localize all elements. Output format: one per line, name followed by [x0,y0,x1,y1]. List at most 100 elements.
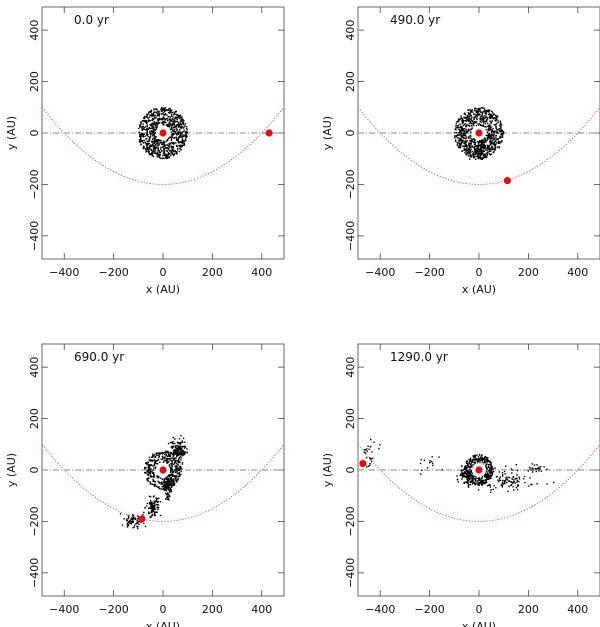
particle [455,125,457,127]
particle [458,143,461,146]
particle [512,478,514,480]
particle [154,151,156,153]
particle [157,149,159,151]
particle [516,485,519,487]
particle [176,444,179,447]
particle [160,148,162,150]
particle [176,468,178,470]
particle [148,477,150,480]
particle [172,130,174,133]
particle [154,141,156,144]
x-tick-label: 200 [518,603,539,616]
particle [145,148,147,151]
particle [136,522,139,524]
particle [477,111,479,114]
particle [496,116,498,118]
particle [466,479,468,481]
particle [164,146,167,149]
particle [152,152,154,154]
particle [153,135,156,137]
particle [147,112,150,114]
particle [142,147,144,149]
particle [481,483,483,485]
particle [166,461,169,463]
particle [465,145,468,147]
particle [429,460,431,462]
particle [482,154,485,157]
particle [466,152,468,155]
time-label: 0.0 yr [74,13,109,27]
particle [478,482,481,485]
particle [467,128,470,130]
particle [171,129,174,131]
particle [171,441,173,444]
particle [180,468,183,470]
particle [501,130,503,133]
particle [156,140,159,142]
particle [465,465,467,467]
particle [173,126,176,128]
particle [478,108,480,110]
particle [465,141,467,143]
particle [156,500,158,503]
particle [464,476,466,478]
particle [161,109,164,111]
particle [470,470,472,472]
particle [150,148,153,151]
particle [174,470,177,472]
perturber-star [265,129,273,137]
particle [139,138,141,141]
particle [471,145,473,147]
particle [153,127,155,129]
particle [155,124,157,126]
particle [470,140,472,142]
particle [133,526,135,528]
particle [177,464,179,466]
particle [481,476,483,478]
particle [473,121,475,124]
particle [152,510,154,512]
particle [153,149,155,151]
particle [152,150,155,152]
particle [175,477,177,479]
particle [149,481,151,483]
y-tick-label: −200 [28,169,41,199]
particle [173,121,175,123]
particle [473,146,476,148]
particle [168,488,171,491]
particle [466,471,469,474]
particle [493,133,495,136]
particle [468,144,470,147]
particle [146,124,149,126]
particle [150,475,152,477]
particle [176,120,179,123]
particle [149,501,152,504]
particle [465,472,467,474]
particle [158,118,161,121]
particle [151,138,154,140]
particle [175,113,177,115]
particle [141,140,144,142]
particle [171,482,173,484]
particle [156,506,158,509]
particle [178,438,181,440]
particle [176,132,179,135]
particle [169,470,172,472]
particle [463,481,465,484]
particle [492,134,494,137]
particle [150,111,152,113]
particle [476,110,478,112]
particle [482,141,484,143]
particle [165,157,167,159]
particle [481,156,483,159]
particle [155,126,158,128]
particle [153,130,155,132]
particle [158,488,161,490]
particle [461,118,464,121]
particle [174,450,176,453]
particle [158,110,160,113]
particle [177,140,180,142]
particle [491,474,494,476]
particle [463,130,466,133]
particle [468,458,470,461]
